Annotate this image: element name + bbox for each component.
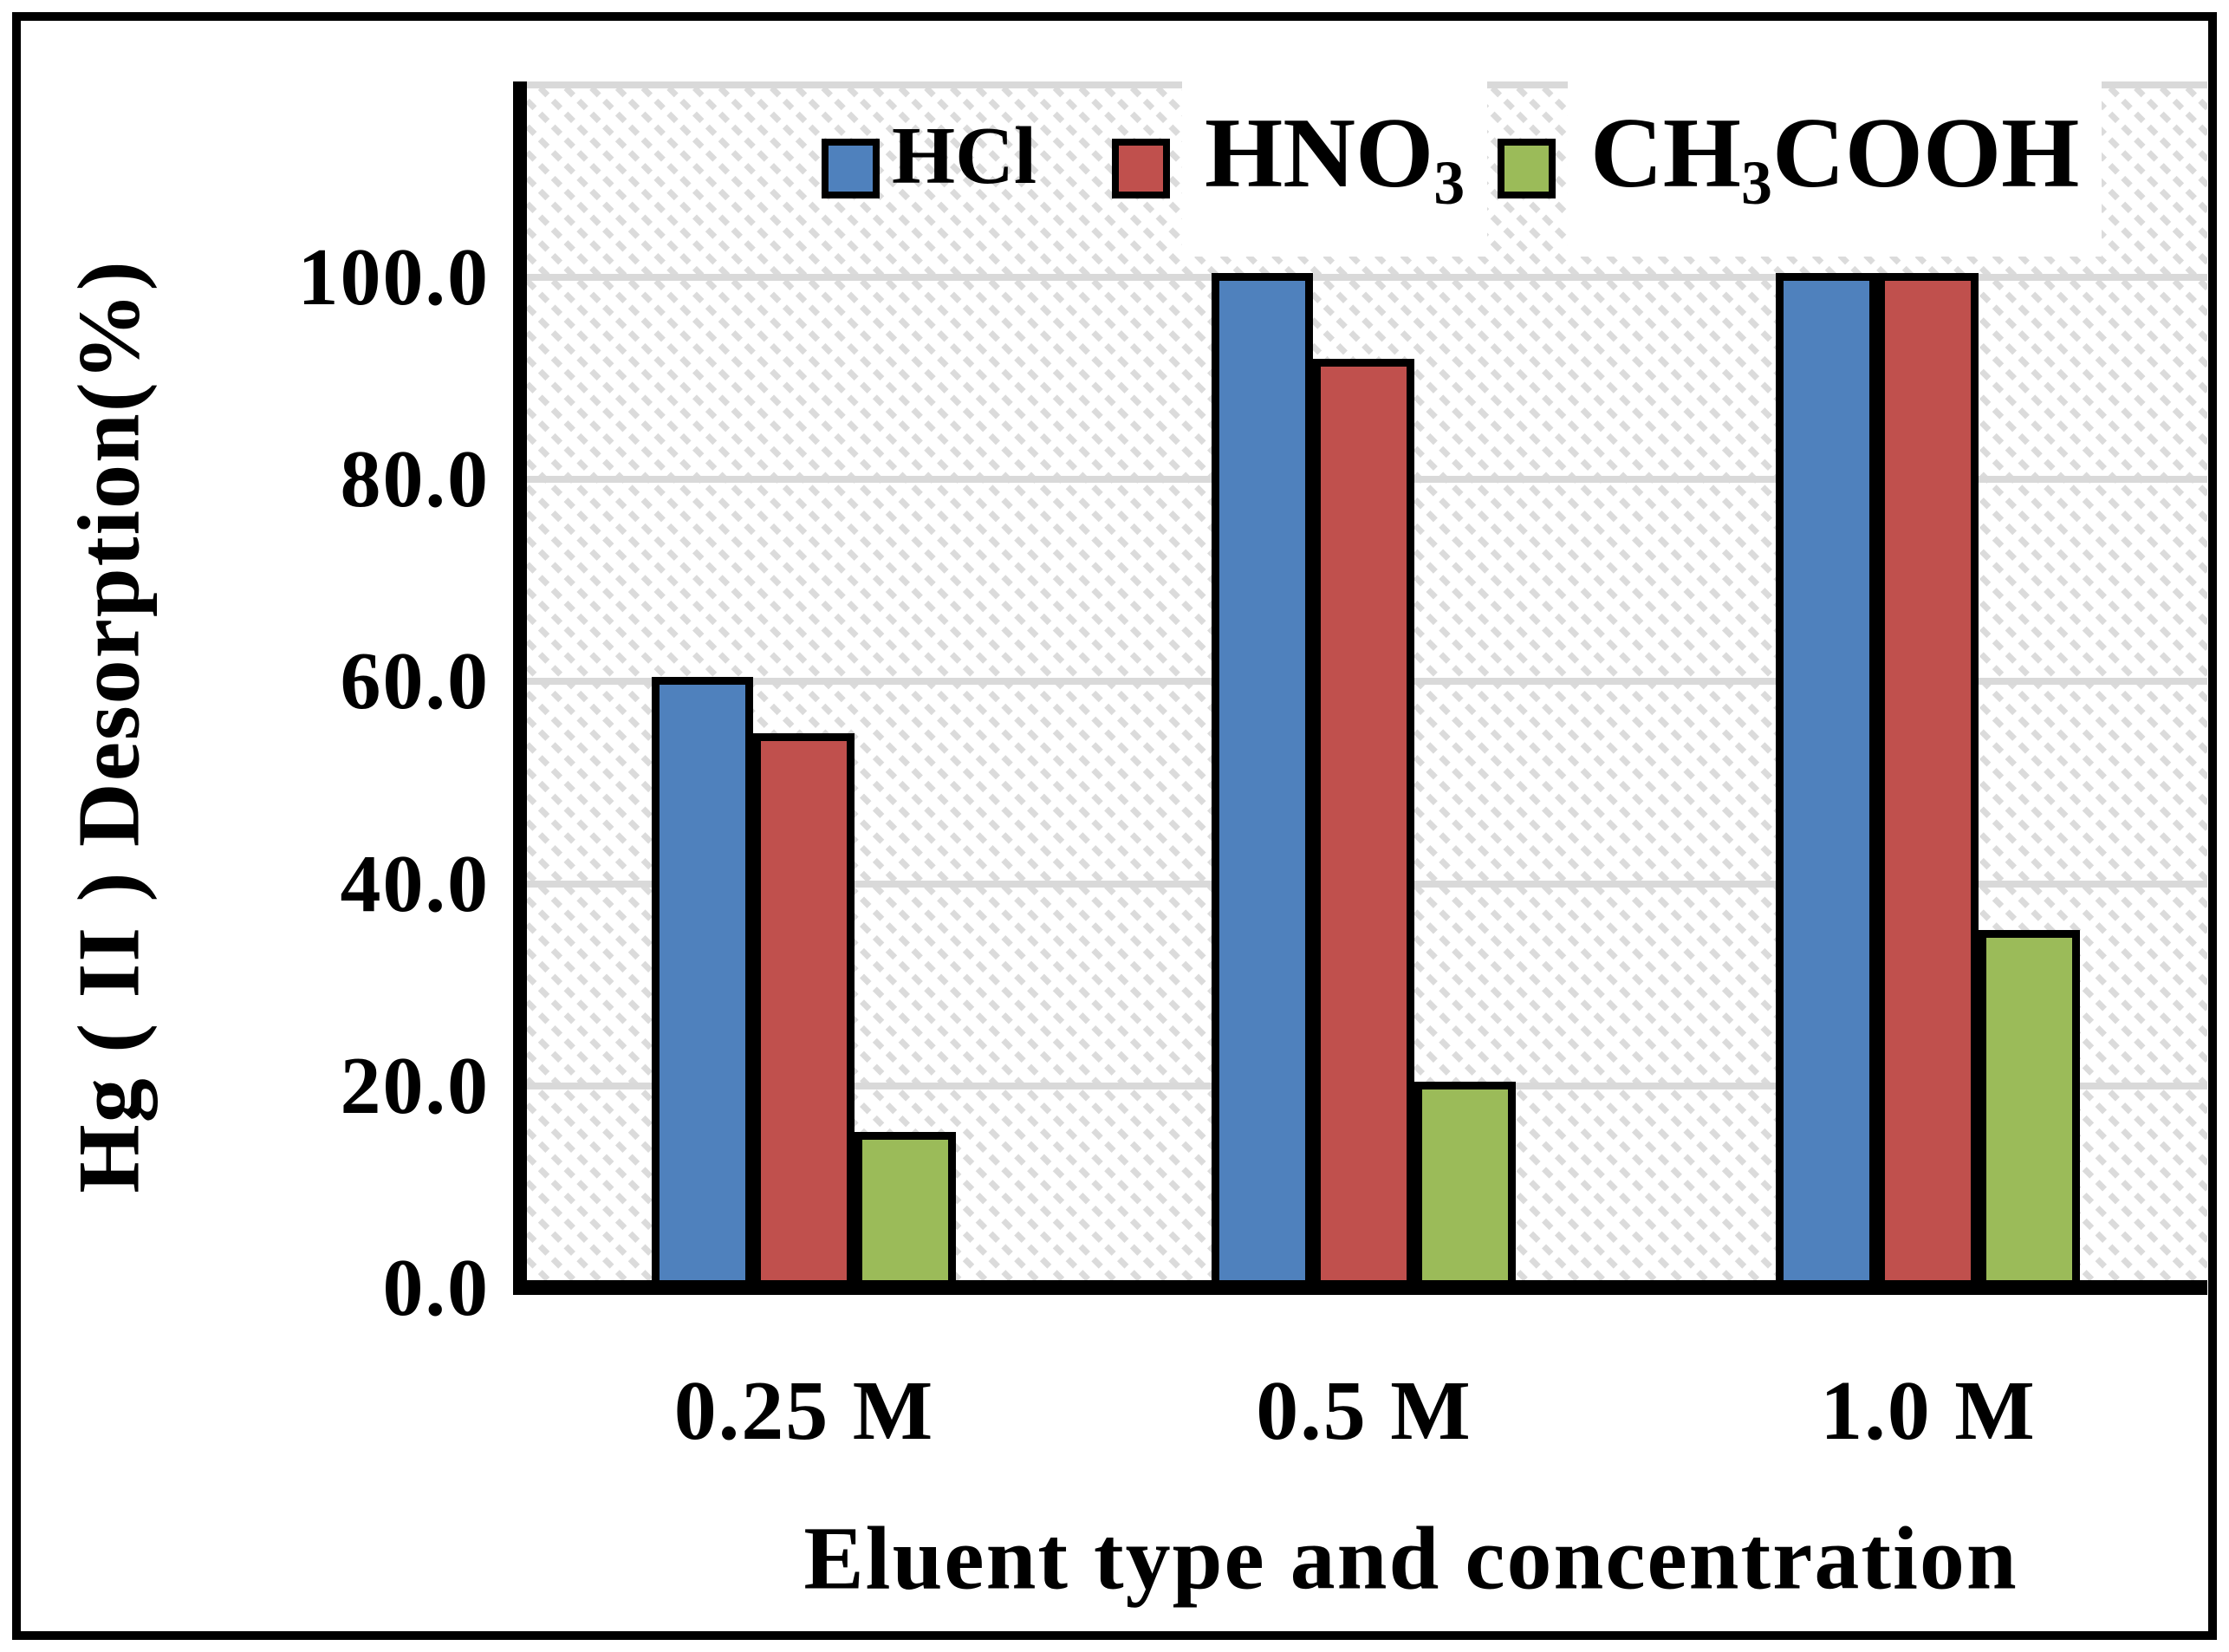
legend-item-hcl: HCl (822, 94, 1037, 242)
bar-hno3-0-25-m (753, 733, 855, 1291)
bar-hcl-0-5-m (1212, 273, 1313, 1291)
y-tick-label-80.0: 80.0 (340, 434, 490, 524)
bar-hno3-0-5-m (1313, 359, 1414, 1291)
bar-hcl-0-25-m (652, 677, 753, 1291)
figure-border (12, 12, 2217, 1640)
gridline-100 (521, 274, 2207, 281)
y-axis-line (513, 81, 527, 1295)
legend-swatch-ch3cooh (1498, 138, 1556, 198)
y-tick-label-0.0: 0.0 (382, 1243, 490, 1333)
y-tick-label-100.0: 100.0 (297, 232, 490, 322)
legend-item-ch3cooh: CH3COOH (1498, 79, 2102, 257)
x-axis-line (513, 1280, 2207, 1295)
legend-label-ch3cooh: CH3COOH (1568, 79, 2102, 257)
x-tick-label-0-5-m: 0.5 M (1256, 1364, 1472, 1458)
y-tick-label-40.0: 40.0 (340, 839, 490, 929)
x-tick-label-0-25-m: 0.25 M (673, 1364, 935, 1458)
bar-ch3cooh-1-0-m (1979, 930, 2080, 1291)
y-tick-label-20.0: 20.0 (340, 1041, 490, 1131)
legend-label-hcl: HCl (892, 110, 1037, 201)
x-axis-title: Eluent type and concentration (803, 1508, 2018, 1609)
bar-hno3-1-0-m (1877, 273, 1979, 1291)
legend-item-hno3: HNO3 (1112, 79, 1488, 257)
plot-area (521, 81, 2207, 1291)
legend-swatch-hcl (822, 138, 880, 198)
legend-label-hno3: HNO3 (1182, 79, 1488, 257)
legend-swatch-hno3 (1112, 138, 1170, 198)
y-tick-label-60.0: 60.0 (340, 636, 490, 726)
x-tick-label-1-0-m: 1.0 M (1820, 1364, 2037, 1458)
